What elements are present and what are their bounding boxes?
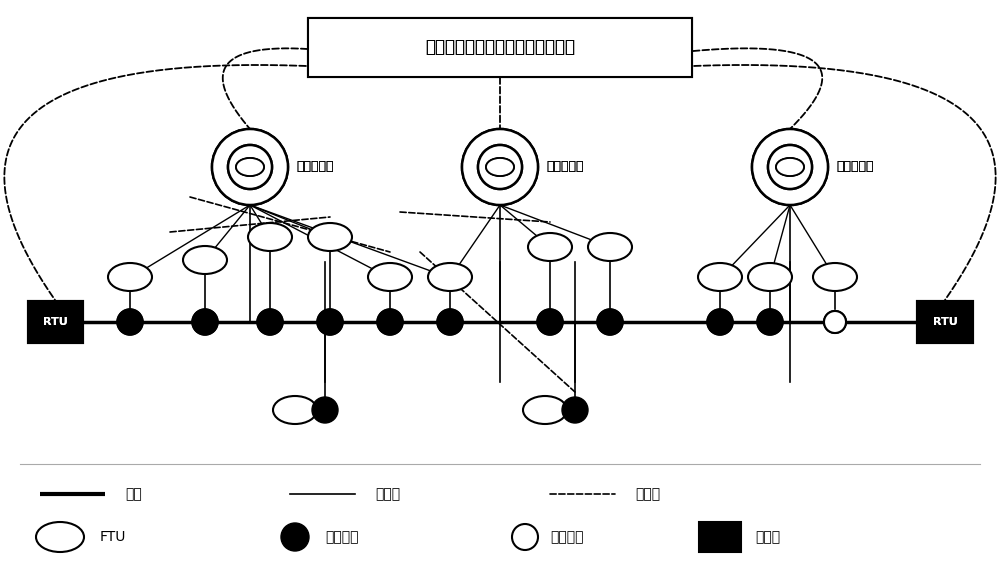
Text: RTU: RTU bbox=[43, 317, 67, 327]
Circle shape bbox=[478, 145, 522, 189]
Circle shape bbox=[478, 145, 522, 189]
Circle shape bbox=[562, 397, 588, 423]
Text: 分段开关: 分段开关 bbox=[325, 530, 358, 544]
Circle shape bbox=[768, 145, 812, 189]
Circle shape bbox=[768, 145, 812, 189]
Circle shape bbox=[192, 309, 218, 335]
Ellipse shape bbox=[486, 158, 514, 176]
Text: FTU: FTU bbox=[100, 530, 126, 544]
FancyBboxPatch shape bbox=[917, 301, 972, 343]
Text: 控制线: 控制线 bbox=[375, 487, 400, 501]
Ellipse shape bbox=[183, 246, 227, 274]
Ellipse shape bbox=[748, 263, 792, 291]
Circle shape bbox=[212, 129, 288, 205]
Ellipse shape bbox=[248, 223, 292, 251]
Circle shape bbox=[317, 309, 343, 335]
Circle shape bbox=[117, 309, 143, 335]
Circle shape bbox=[512, 524, 538, 550]
Text: 配电网自动化控制中心计算机网络: 配电网自动化控制中心计算机网络 bbox=[425, 38, 575, 56]
Circle shape bbox=[377, 309, 403, 335]
Ellipse shape bbox=[308, 223, 352, 251]
Circle shape bbox=[462, 129, 538, 205]
Ellipse shape bbox=[368, 263, 412, 291]
Text: 区域工作站: 区域工作站 bbox=[296, 161, 334, 173]
FancyBboxPatch shape bbox=[699, 522, 741, 552]
Ellipse shape bbox=[813, 263, 857, 291]
Circle shape bbox=[824, 311, 846, 333]
Text: RTU: RTU bbox=[933, 317, 957, 327]
Ellipse shape bbox=[776, 158, 804, 176]
Ellipse shape bbox=[108, 263, 152, 291]
Circle shape bbox=[597, 309, 623, 335]
Circle shape bbox=[462, 129, 538, 205]
Circle shape bbox=[312, 397, 338, 423]
Text: 通信线: 通信线 bbox=[635, 487, 660, 501]
Circle shape bbox=[377, 309, 403, 335]
FancyBboxPatch shape bbox=[917, 301, 972, 343]
Circle shape bbox=[257, 309, 283, 335]
Text: 断路器: 断路器 bbox=[755, 530, 780, 544]
Circle shape bbox=[212, 129, 288, 205]
FancyBboxPatch shape bbox=[28, 301, 82, 343]
Circle shape bbox=[707, 309, 733, 335]
FancyBboxPatch shape bbox=[28, 301, 82, 343]
Ellipse shape bbox=[236, 158, 264, 176]
Text: RTU: RTU bbox=[933, 317, 957, 327]
Ellipse shape bbox=[36, 522, 84, 552]
FancyBboxPatch shape bbox=[308, 17, 692, 76]
Text: RTU: RTU bbox=[43, 317, 67, 327]
Text: 区域工作站: 区域工作站 bbox=[546, 161, 584, 173]
Ellipse shape bbox=[588, 233, 632, 261]
Circle shape bbox=[537, 309, 563, 335]
FancyBboxPatch shape bbox=[308, 17, 692, 76]
Text: 配电网自动化控制中心计算机网络: 配电网自动化控制中心计算机网络 bbox=[425, 38, 575, 56]
Circle shape bbox=[117, 309, 143, 335]
Ellipse shape bbox=[523, 396, 567, 424]
Circle shape bbox=[752, 129, 828, 205]
Ellipse shape bbox=[486, 158, 514, 176]
Circle shape bbox=[317, 309, 343, 335]
Text: 区域工作站: 区域工作站 bbox=[296, 161, 334, 173]
Circle shape bbox=[537, 309, 563, 335]
Ellipse shape bbox=[236, 158, 264, 176]
Circle shape bbox=[281, 523, 309, 551]
Circle shape bbox=[597, 309, 623, 335]
Circle shape bbox=[752, 129, 828, 205]
Circle shape bbox=[192, 309, 218, 335]
Text: 馈线: 馈线 bbox=[125, 487, 142, 501]
Text: 区域工作站: 区域工作站 bbox=[836, 161, 874, 173]
Text: 区域工作站: 区域工作站 bbox=[836, 161, 874, 173]
Circle shape bbox=[707, 309, 733, 335]
Ellipse shape bbox=[528, 233, 572, 261]
Circle shape bbox=[824, 311, 846, 333]
Circle shape bbox=[228, 145, 272, 189]
Ellipse shape bbox=[273, 396, 317, 424]
Text: 区域工作站: 区域工作站 bbox=[546, 161, 584, 173]
Circle shape bbox=[228, 145, 272, 189]
Ellipse shape bbox=[698, 263, 742, 291]
Circle shape bbox=[757, 309, 783, 335]
Circle shape bbox=[257, 309, 283, 335]
Ellipse shape bbox=[428, 263, 472, 291]
Ellipse shape bbox=[776, 158, 804, 176]
Circle shape bbox=[757, 309, 783, 335]
Text: 联络开关: 联络开关 bbox=[550, 530, 584, 544]
Circle shape bbox=[437, 309, 463, 335]
Circle shape bbox=[437, 309, 463, 335]
